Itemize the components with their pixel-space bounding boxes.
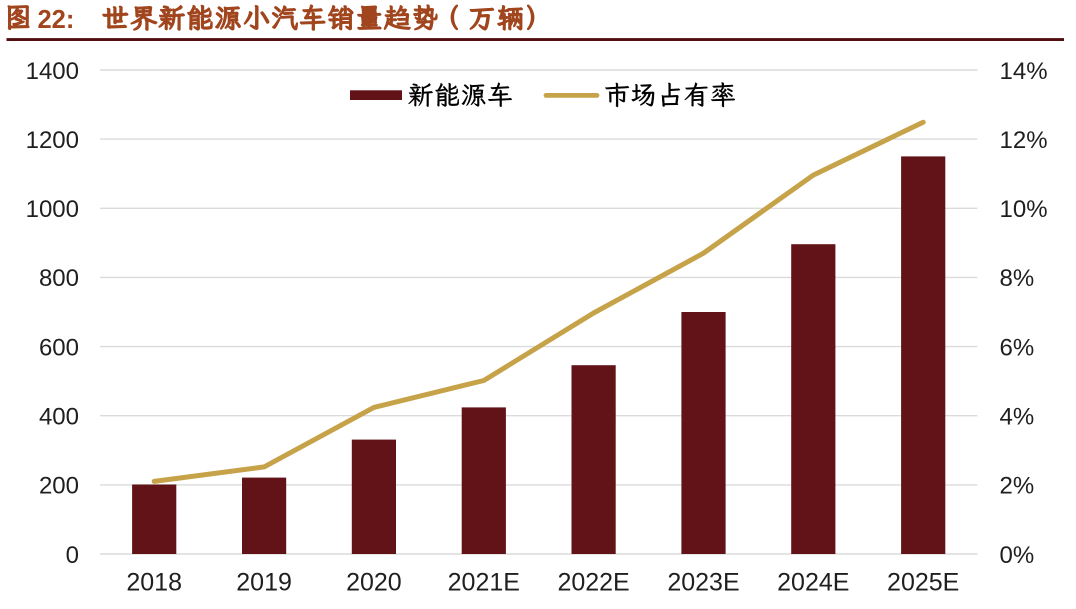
svg-text:2%: 2% bbox=[1000, 473, 1035, 500]
svg-text:2018: 2018 bbox=[126, 569, 182, 597]
svg-text:1000: 1000 bbox=[26, 196, 79, 223]
svg-text:1200: 1200 bbox=[26, 127, 79, 154]
svg-text:2020: 2020 bbox=[346, 569, 402, 597]
svg-text:2024E: 2024E bbox=[777, 569, 849, 597]
svg-text:2019: 2019 bbox=[236, 569, 292, 597]
svg-text:12%: 12% bbox=[1000, 127, 1048, 154]
svg-text:6%: 6% bbox=[1000, 334, 1035, 361]
svg-text:1400: 1400 bbox=[26, 58, 79, 85]
svg-text:4%: 4% bbox=[1000, 404, 1035, 431]
svg-text:22:: 22: bbox=[38, 6, 75, 34]
svg-text:0: 0 bbox=[66, 542, 79, 569]
svg-text:2023E: 2023E bbox=[667, 569, 739, 597]
svg-text:2021E: 2021E bbox=[448, 569, 520, 597]
svg-text:800: 800 bbox=[39, 265, 79, 292]
svg-text:2022E: 2022E bbox=[557, 569, 629, 597]
svg-text:14%: 14% bbox=[1000, 58, 1048, 85]
svg-text:8%: 8% bbox=[1000, 265, 1035, 292]
svg-text:0%: 0% bbox=[1000, 542, 1035, 569]
svg-text:2025E: 2025E bbox=[887, 569, 959, 597]
svg-text:10%: 10% bbox=[1000, 196, 1048, 223]
svg-text:200: 200 bbox=[39, 473, 79, 500]
svg-text:600: 600 bbox=[39, 334, 79, 361]
svg-text:400: 400 bbox=[39, 404, 79, 431]
